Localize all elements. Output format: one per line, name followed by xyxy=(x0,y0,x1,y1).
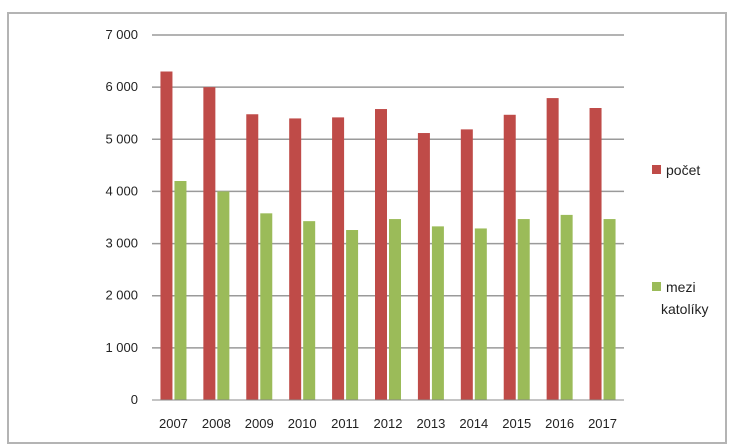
legend-swatch-pocet xyxy=(652,165,661,174)
x-tick-label: 2009 xyxy=(245,416,274,431)
bar-mezi-katoliky-2016 xyxy=(560,214,573,400)
bar-pocet-2015 xyxy=(503,114,516,401)
x-tick-label: 2013 xyxy=(416,416,445,431)
bar-mezi-katoliky-2008 xyxy=(217,191,230,400)
bar-mezi-katoliky-2015 xyxy=(517,219,530,400)
x-tick-label: 2016 xyxy=(545,416,574,431)
bars xyxy=(160,71,616,401)
bar-mezi-katoliky-2012 xyxy=(389,219,401,400)
x-tick-label: 2017 xyxy=(588,416,617,431)
bar-pocet-2010 xyxy=(289,118,302,400)
bar-mezi-katoliky-2007 xyxy=(174,181,187,400)
bar-mezi-katoliky-2010 xyxy=(303,221,316,400)
y-tick-label: 5 000 xyxy=(105,131,138,146)
x-tick-label: 2014 xyxy=(459,416,488,431)
x-axis-ticks: 2007 2008 2009 2010 2011 2012 2013 2014 2015 2016… xyxy=(159,416,617,431)
bar-pocet-2013 xyxy=(417,133,430,400)
bar-pocet-2011 xyxy=(332,117,345,400)
bar-mezi-katoliky-2009 xyxy=(260,213,273,400)
legend-label-mezi-katoliky: mezi katolíky xyxy=(661,279,708,317)
legend-label-line-2: katolíky xyxy=(661,301,708,317)
x-tick-label: 2010 xyxy=(288,416,317,431)
bar-mezi-katoliky-2017 xyxy=(603,219,616,400)
bar-mezi-katoliky-2013 xyxy=(431,226,444,400)
bar-pocet-2016 xyxy=(546,98,559,400)
y-axis-ticks: 0 1 000 2 000 3 000 4 000 5 000 6 000 7 000 xyxy=(105,27,138,407)
x-tick-label: 2012 xyxy=(374,416,403,431)
bar-mezi-katoliky-2011 xyxy=(346,230,359,400)
legend: počet mezi katolíky xyxy=(652,162,708,317)
y-tick-label: 6 000 xyxy=(105,79,138,94)
x-tick-label: 2008 xyxy=(202,416,231,431)
bar-pocet-2017 xyxy=(589,108,602,400)
bar-pocet-2007 xyxy=(160,71,173,400)
y-tick-label: 1 000 xyxy=(105,340,138,355)
y-tick-label: 2 000 xyxy=(105,288,138,303)
bar-pocet-2009 xyxy=(246,114,259,400)
x-tick-label: 2011 xyxy=(331,416,359,431)
bar-mezi-katoliky-2014 xyxy=(474,228,487,400)
legend-label-pocet: počet xyxy=(666,162,700,178)
legend-swatch-mezi-katoliky xyxy=(652,282,661,291)
x-tick-label: 2015 xyxy=(502,416,531,431)
bar-pocet-2008 xyxy=(203,87,216,401)
x-tick-label: 2007 xyxy=(159,416,188,431)
y-tick-label: 3 000 xyxy=(105,236,138,251)
bar-pocet-2012 xyxy=(375,109,387,401)
y-tick-label: 7 000 xyxy=(105,27,138,42)
bar-pocet-2014 xyxy=(460,129,473,400)
y-tick-label: 4 000 xyxy=(105,183,138,198)
y-tick-label: 0 xyxy=(131,392,138,407)
gridlines xyxy=(152,34,624,349)
legend-label-line-1: mezi xyxy=(666,279,696,295)
